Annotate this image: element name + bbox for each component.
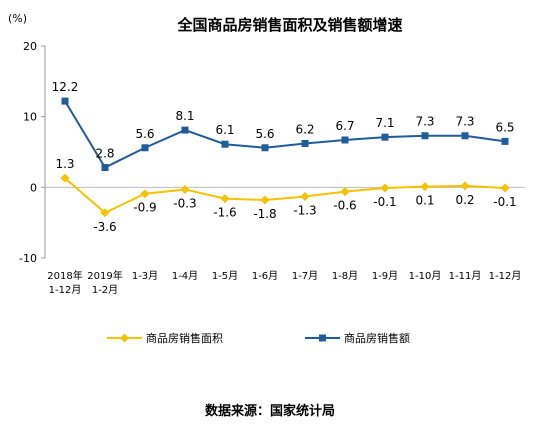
data-point xyxy=(381,133,389,141)
data-point xyxy=(461,132,469,140)
x-tick-label: 1-4月 xyxy=(172,270,198,282)
x-tick-label: 1-2月 xyxy=(92,284,118,296)
data-label: 5.6 xyxy=(255,127,274,141)
data-point xyxy=(100,208,110,218)
legend-label: 商品房销售额 xyxy=(344,331,410,345)
data-point xyxy=(181,126,189,134)
data-label: 12.2 xyxy=(52,80,79,94)
x-axis-ticks: 2018年 1-12月 2019年 1-2月 1-3月 1-4月 1-5月 1-6月 1-7月 1… xyxy=(47,269,521,296)
legend-item: 商品房销售面积 xyxy=(107,331,223,345)
data-label: -0.6 xyxy=(333,199,356,213)
x-tick-label: 1-10月 xyxy=(409,270,442,282)
y-axis-ticks: -10 0 10 20 xyxy=(19,40,45,265)
data-label: 2.8 xyxy=(95,147,114,161)
data-label: 6.2 xyxy=(295,123,314,137)
legend-label: 商品房销售面积 xyxy=(146,331,223,345)
data-label: -1.8 xyxy=(253,207,276,221)
data-point xyxy=(460,181,470,191)
data-label: -0.1 xyxy=(493,195,516,209)
data-point xyxy=(420,182,430,192)
data-label: -3.6 xyxy=(93,220,116,234)
x-tick-label: 1-11月 xyxy=(449,270,482,282)
legend: 商品房销售面积 商品房销售额 xyxy=(107,331,410,345)
y-tick-label: 10 xyxy=(23,111,37,124)
series-line-sales-revenue xyxy=(64,100,506,169)
y-axis-unit-label: (%) xyxy=(8,12,27,25)
data-label: 6.5 xyxy=(495,120,514,134)
y-tick-label: 0 xyxy=(30,181,37,194)
x-tick-label: 1-6月 xyxy=(252,270,278,282)
x-tick-label: 1-12月 xyxy=(489,270,522,282)
data-point xyxy=(101,164,109,172)
data-point xyxy=(260,195,270,205)
x-tick-label: 1-8月 xyxy=(332,270,358,282)
data-point xyxy=(380,183,390,193)
x-tick-label: 2019年 xyxy=(87,269,122,282)
data-point xyxy=(421,132,429,140)
data-point xyxy=(261,144,269,152)
x-tick-label: 1-7月 xyxy=(292,270,318,282)
data-point xyxy=(341,136,349,144)
series-line-sales-area xyxy=(64,177,506,214)
data-label: 7.3 xyxy=(415,115,434,129)
data-label: 6.7 xyxy=(335,119,354,133)
axes xyxy=(44,46,525,258)
legend-marker xyxy=(120,333,129,343)
data-point xyxy=(300,192,310,202)
legend-item: 商品房销售额 xyxy=(305,331,410,345)
x-tick-label: 1-12月 xyxy=(49,284,82,296)
data-label: -0.1 xyxy=(373,195,396,209)
x-tick-label: 1-5月 xyxy=(212,270,238,282)
series-layer xyxy=(60,97,510,218)
data-label: 0.2 xyxy=(455,193,474,207)
data-label: -0.9 xyxy=(133,201,156,215)
data-point xyxy=(61,97,69,105)
data-point xyxy=(301,140,309,148)
data-labels: 1.3 -3.6 -0.9 -0.3 -1.6 -1.8 -1.3 -0.6 -0.1 0.1 0.… xyxy=(52,80,517,234)
source-note: 数据来源：国家统计局 xyxy=(205,403,335,419)
data-label: 6.1 xyxy=(215,123,234,137)
y-tick-label: -10 xyxy=(19,252,37,265)
data-point xyxy=(220,194,230,204)
y-tick-label: 20 xyxy=(23,40,37,53)
x-tick-label: 1-9月 xyxy=(372,270,398,282)
data-point xyxy=(60,173,70,183)
data-label: 8.1 xyxy=(175,109,194,123)
data-point xyxy=(340,187,350,197)
data-point xyxy=(221,140,229,148)
x-tick-label: 1-3月 xyxy=(132,270,158,282)
data-label: 0.1 xyxy=(415,194,434,208)
data-label: 7.1 xyxy=(375,116,394,130)
x-tick-label: 2018年 xyxy=(47,269,82,282)
data-label: -1.3 xyxy=(293,204,316,218)
data-label: 5.6 xyxy=(135,127,154,141)
data-point xyxy=(141,144,149,152)
data-point xyxy=(501,137,509,145)
data-label: 1.3 xyxy=(55,157,74,171)
chart-title: 全国商品房销售面积及销售额增速 xyxy=(176,16,402,34)
data-label: -1.6 xyxy=(213,206,236,220)
data-point xyxy=(180,184,190,194)
data-label: 7.3 xyxy=(455,115,474,129)
data-label: -0.3 xyxy=(173,196,196,210)
data-point xyxy=(140,189,150,199)
data-point xyxy=(500,183,510,193)
legend-marker xyxy=(319,334,326,342)
